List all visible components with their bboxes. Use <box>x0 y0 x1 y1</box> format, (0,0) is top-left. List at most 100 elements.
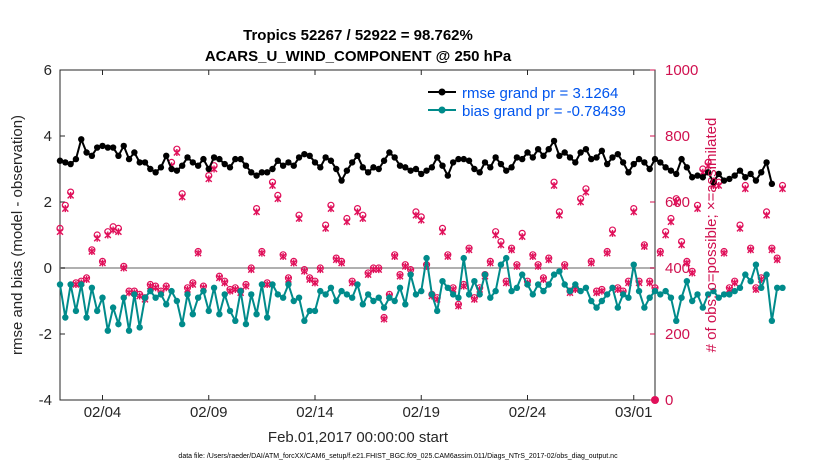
bias-point <box>200 287 207 295</box>
obs-assimilated-marker <box>263 281 271 288</box>
rmse-point <box>736 167 744 174</box>
obs-assimilated-marker <box>704 162 712 170</box>
rmse-point <box>380 157 388 164</box>
obs-assimilated-marker <box>364 271 372 279</box>
bias-point <box>152 294 159 301</box>
rmse-point <box>407 167 414 174</box>
rmse-point <box>327 157 335 164</box>
rmse-point <box>88 152 96 159</box>
bias-point <box>710 287 717 295</box>
obs-assimilated-marker <box>550 182 558 189</box>
rmse-point <box>99 142 106 150</box>
bias-point <box>678 294 685 301</box>
rmse-point <box>481 159 489 166</box>
y2-tick-label: 400 <box>665 260 690 277</box>
obs-assimilated-marker <box>99 259 106 267</box>
obs-assimilated-marker <box>401 262 409 270</box>
obs-assimilated-marker <box>646 279 654 287</box>
obs-assimilated-marker <box>577 198 585 206</box>
bias-point <box>657 291 664 298</box>
chart-subtitle: ACARS_U_WIND_COMPONENT @ 250 hPa <box>205 48 512 65</box>
obs-assimilated-marker <box>412 211 420 219</box>
bias-point <box>380 304 388 311</box>
obs-assimilated-marker <box>306 276 314 284</box>
obs-assimilated-marker <box>747 246 755 254</box>
bias-point <box>768 317 776 324</box>
rmse-point <box>699 174 707 181</box>
rmse-point <box>72 155 80 163</box>
obs-assimilated-marker <box>269 182 276 189</box>
rmse-point <box>508 164 515 171</box>
rmse-point <box>667 167 675 174</box>
bias-point <box>428 291 436 298</box>
bias-point <box>476 291 483 298</box>
rmse-point <box>274 157 282 164</box>
bias-point <box>704 291 712 298</box>
rmse-point <box>285 159 292 166</box>
rmse-point <box>290 162 297 169</box>
obs-assimilated-marker <box>332 256 340 264</box>
bias-point <box>508 287 515 295</box>
obs-assimilated-marker <box>247 266 255 274</box>
obs-assimilated-marker <box>640 243 648 251</box>
bias-point <box>306 307 313 315</box>
rmse-point <box>56 157 64 164</box>
rmse-point <box>630 160 637 168</box>
rmse-point <box>317 164 324 171</box>
rmse-point <box>694 172 701 179</box>
bias-point <box>386 294 393 301</box>
rmse-point <box>237 155 244 163</box>
rmse-point <box>492 154 499 161</box>
rmse-point <box>418 170 425 178</box>
bias-point <box>779 284 786 291</box>
obs-assimilated-marker <box>662 231 670 239</box>
rmse-point <box>455 155 462 163</box>
bias-point <box>99 294 106 301</box>
obs-assimilated-marker <box>598 287 606 295</box>
rmse-point <box>136 159 143 166</box>
rmse-point <box>683 164 691 171</box>
bias-point <box>263 314 271 321</box>
rmse-point <box>311 159 319 166</box>
rmse-point <box>678 155 685 163</box>
bias-point <box>311 307 319 315</box>
bias-point <box>178 320 186 328</box>
rmse-point <box>364 169 372 176</box>
bias-point <box>418 287 425 295</box>
obs-assimilated-marker <box>502 279 510 287</box>
rmse-point <box>359 164 367 171</box>
rmse-point <box>726 175 733 183</box>
obs-assimilated-marker <box>274 195 282 203</box>
obs-assimilated-marker <box>343 218 351 226</box>
y2-axis-label: # of obs: o=possible; ×=assimilated <box>703 118 720 353</box>
rmse-point <box>710 179 717 186</box>
obs-assimilated-marker <box>555 211 563 219</box>
rmse-point <box>763 159 770 166</box>
y-axis-label: rmse and bias (model - observation) <box>9 115 26 355</box>
bias-point <box>242 320 250 328</box>
obs-assimilated-marker <box>231 285 239 293</box>
bias-point <box>269 281 276 288</box>
obs-assimilated-marker <box>189 281 197 288</box>
bias-point <box>566 287 574 295</box>
obs-assimilated-marker <box>348 279 356 287</box>
rmse-point <box>295 154 303 161</box>
rmse-point <box>109 144 117 151</box>
rmse-point <box>433 154 441 161</box>
obs-assimilated-marker <box>534 262 542 270</box>
y-tick-label: -2 <box>39 326 52 343</box>
obs-end-marker <box>651 396 659 404</box>
y2-tick-label: 800 <box>665 128 690 145</box>
bias-point <box>226 307 234 315</box>
y2-tick-label: 200 <box>665 326 690 343</box>
rmse-point <box>391 154 398 161</box>
bias-point <box>396 284 404 291</box>
x-tick-label: 02/09 <box>190 404 228 421</box>
rmse-point <box>588 155 595 163</box>
rmse-point <box>556 152 563 159</box>
bias-point <box>742 271 749 278</box>
legend-bias-label: bias grand pr = -0.78439 <box>462 103 626 120</box>
bias-point <box>343 291 351 298</box>
obs-assimilated-marker <box>56 228 64 236</box>
obs-assimilated-marker <box>587 259 595 267</box>
